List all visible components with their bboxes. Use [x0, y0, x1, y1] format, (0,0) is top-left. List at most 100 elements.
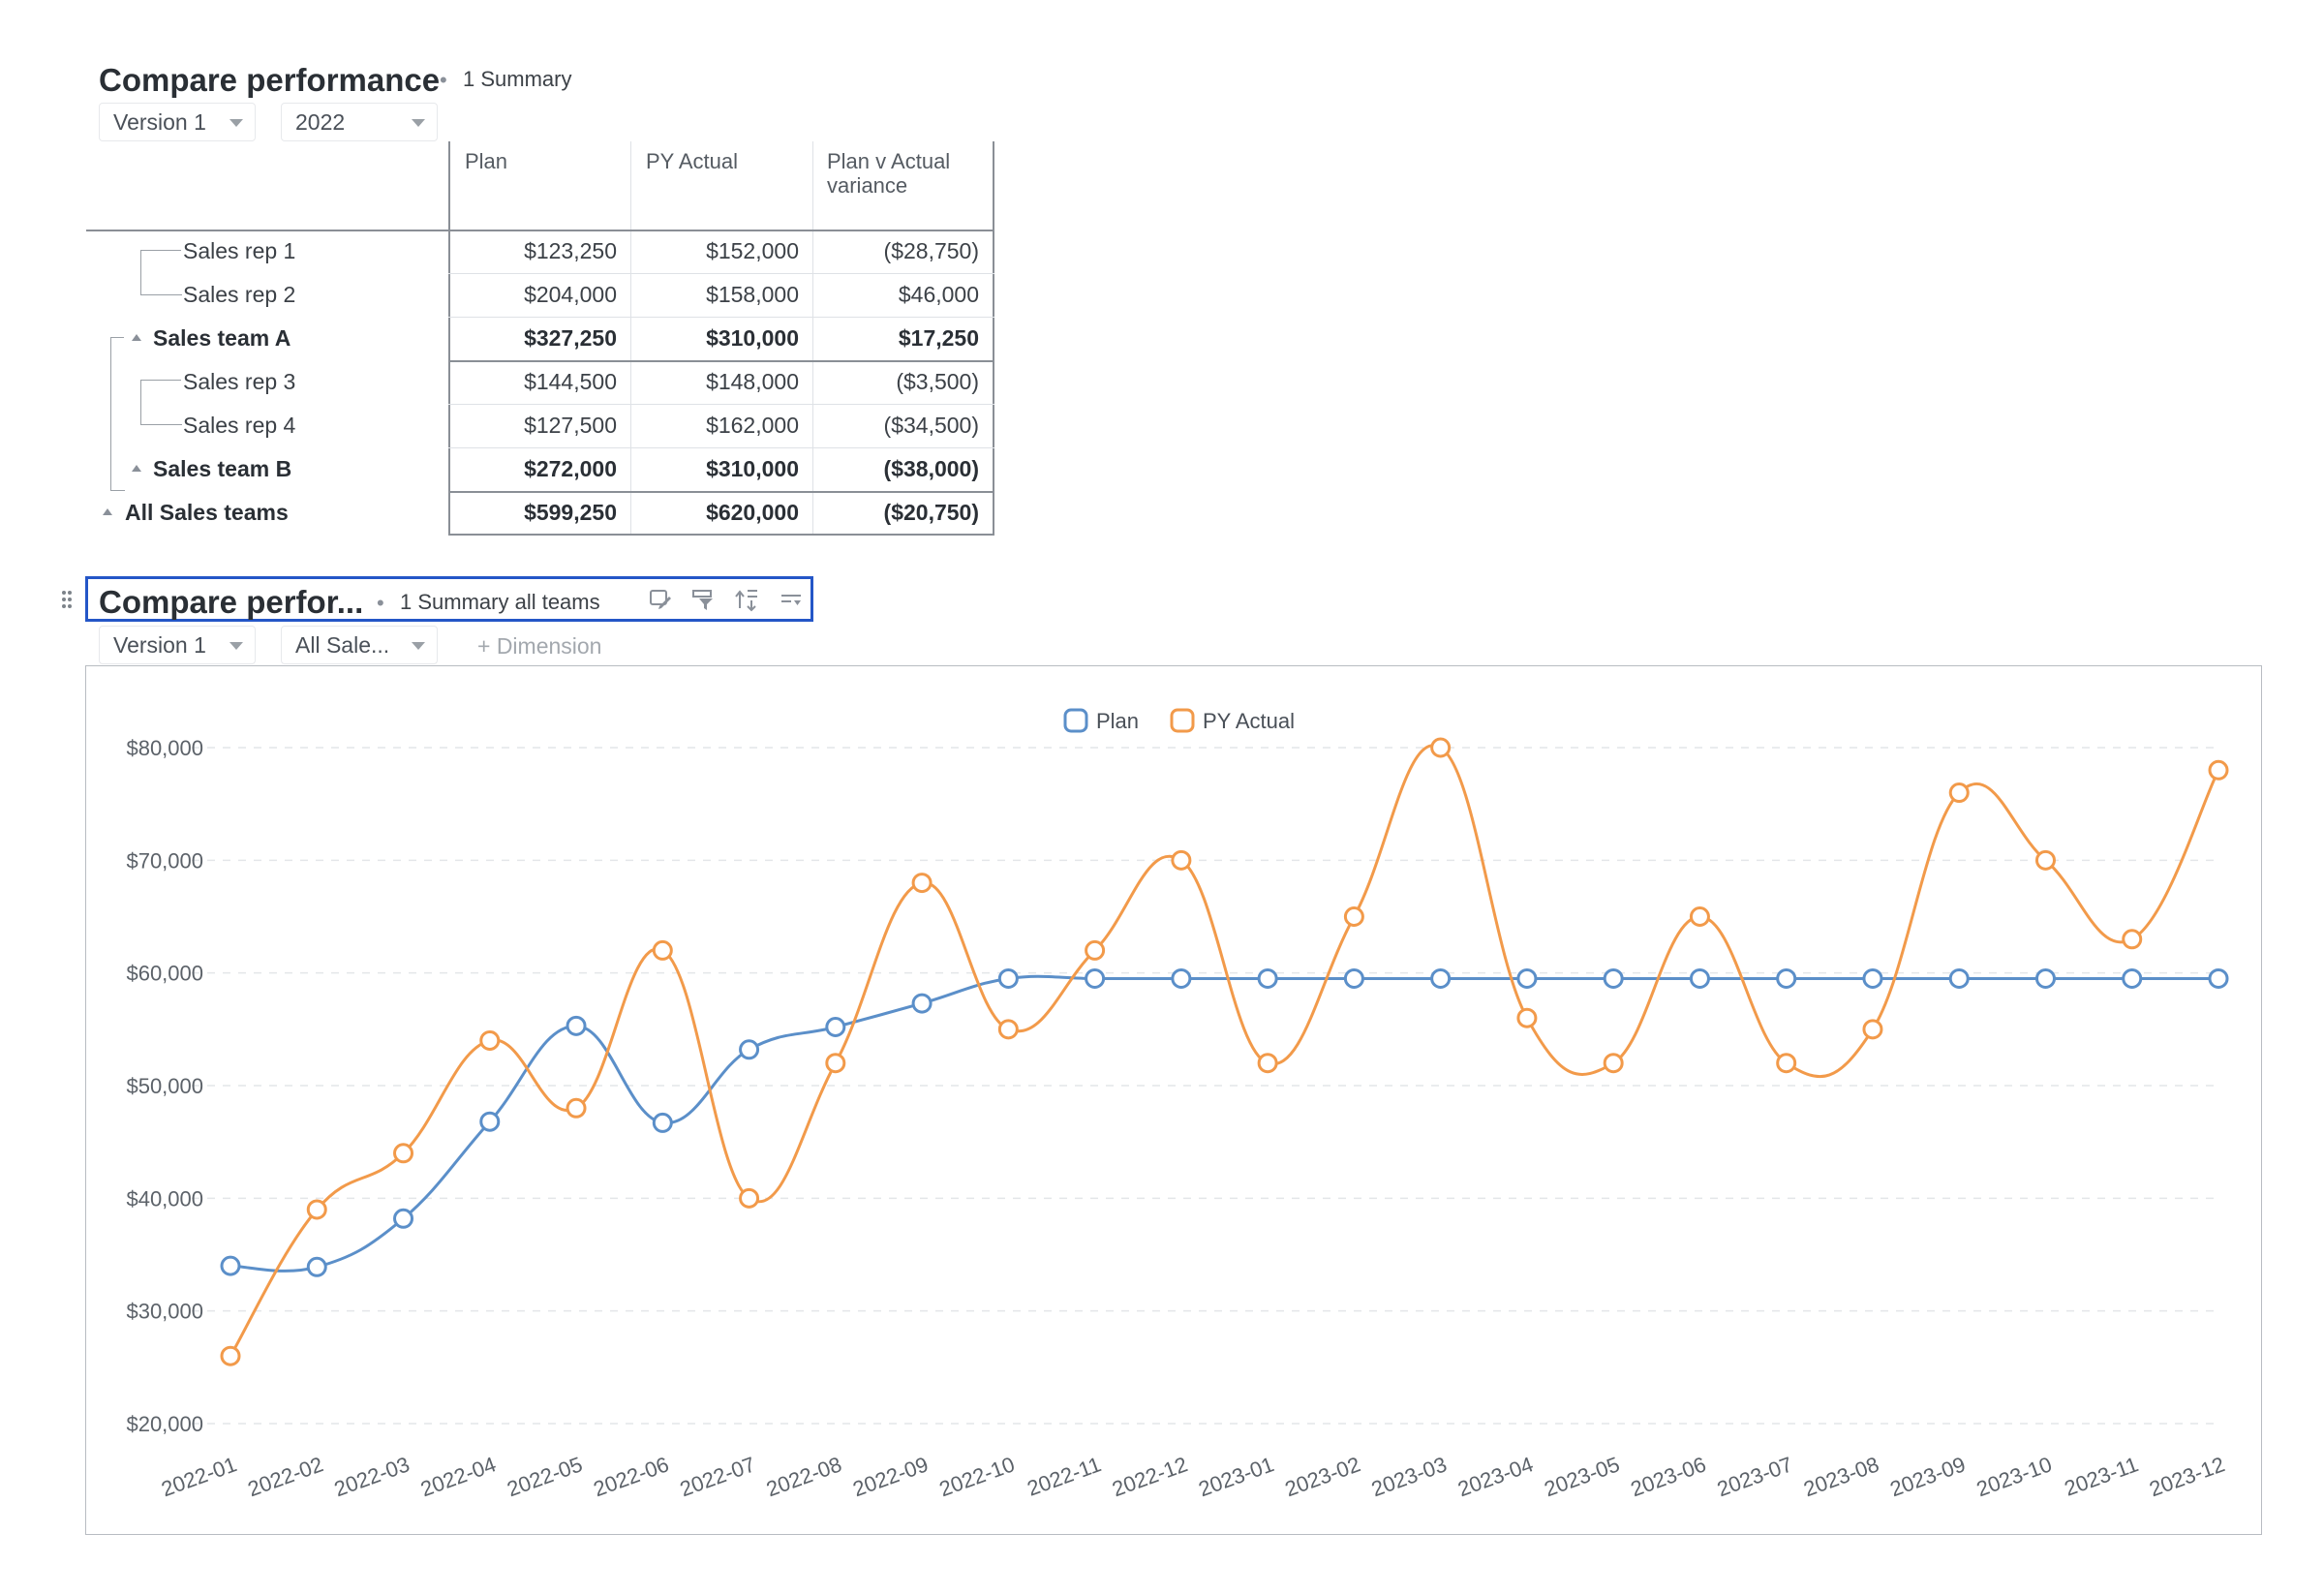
- collapse-triangle-icon[interactable]: [132, 465, 141, 472]
- selected-block-frame[interactable]: [85, 576, 813, 622]
- table-cell[interactable]: $327,250: [524, 325, 617, 351]
- column-header-plan[interactable]: Plan: [465, 149, 508, 173]
- x-tick-label: 2023-03: [1368, 1452, 1450, 1501]
- chart-panel: $20,000 $30,000 $40,000 $50,000 $60,000 $70,0…: [85, 665, 2262, 1535]
- x-tick-label: 2022-07: [677, 1452, 758, 1501]
- collapse-triangle-icon[interactable]: [103, 508, 112, 515]
- data-point: [393, 1208, 414, 1229]
- legend-swatch: [1063, 708, 1088, 733]
- x-tick-label: 2023-08: [1800, 1452, 1881, 1501]
- add-dimension-button[interactable]: + Dimension: [477, 633, 602, 659]
- x-tick-label: 2023-01: [1195, 1452, 1276, 1501]
- y-tick-label: $80,000: [126, 736, 203, 760]
- year-selector-value: 2022: [295, 109, 346, 135]
- team-selector[interactable]: All Sale...: [281, 626, 438, 664]
- table-cell[interactable]: $620,000: [706, 500, 799, 525]
- table-cell[interactable]: ($20,750): [883, 500, 979, 525]
- data-point: [739, 1039, 760, 1060]
- data-point: [652, 1112, 673, 1133]
- table-cell[interactable]: $272,000: [524, 456, 617, 481]
- tree-connector: [140, 250, 181, 251]
- legend-label: Plan: [1096, 709, 1139, 733]
- data-point: [1516, 1007, 1538, 1028]
- data-point: [479, 1029, 501, 1051]
- data-point: [1430, 737, 1452, 758]
- column-header-py-actual[interactable]: PY Actual: [646, 149, 738, 173]
- more-options-icon[interactable]: [779, 587, 804, 612]
- data-point: [1862, 967, 1883, 989]
- row-label-sales-rep-2[interactable]: Sales rep 2: [183, 282, 296, 307]
- x-tick-label: 2022-03: [331, 1452, 413, 1501]
- data-point: [566, 1097, 587, 1119]
- year-selector[interactable]: 2022: [281, 103, 438, 141]
- data-point: [2208, 967, 2229, 989]
- x-tick-label: 2023-05: [1541, 1452, 1622, 1501]
- series-line-0: [229, 974, 2218, 1273]
- table-divider: [448, 317, 994, 318]
- table-cell[interactable]: $17,250: [898, 325, 979, 351]
- table-cell[interactable]: ($34,500): [883, 413, 979, 438]
- table-cell[interactable]: $46,000: [898, 282, 979, 307]
- x-tick-label: 2023-02: [1282, 1452, 1363, 1501]
- team-selector-value: All Sale...: [295, 632, 390, 658]
- table-cell[interactable]: $599,250: [524, 500, 617, 525]
- data-point: [825, 1017, 846, 1038]
- table-cell[interactable]: $204,000: [524, 282, 617, 307]
- tree-connector: [140, 380, 181, 381]
- x-tick-label: 2023-11: [2062, 1452, 2142, 1501]
- collapse-triangle-icon[interactable]: [132, 334, 141, 341]
- table-cell[interactable]: $152,000: [706, 238, 799, 263]
- version-selector[interactable]: Version 1: [99, 103, 256, 141]
- data-point: [1257, 1053, 1278, 1074]
- block2-title[interactable]: Compare perfor...: [99, 584, 364, 620]
- chevron-down-icon: [229, 642, 243, 650]
- row-label-sales-rep-4[interactable]: Sales rep 4: [183, 413, 296, 438]
- table-cell[interactable]: ($38,000): [883, 456, 979, 481]
- block2-subtitle[interactable]: 1 Summary all teams: [400, 590, 600, 614]
- legend-swatch: [1170, 708, 1195, 733]
- data-point: [1171, 849, 1192, 871]
- data-point: [911, 873, 933, 894]
- data-point: [1085, 967, 1106, 989]
- block1-subtitle[interactable]: 1 Summary: [463, 67, 572, 91]
- row-label-sales-rep-1[interactable]: Sales rep 1: [183, 238, 296, 263]
- y-tick-label: $60,000: [126, 962, 203, 986]
- version-selector-2[interactable]: Version 1: [99, 626, 256, 664]
- table-cell[interactable]: $158,000: [706, 282, 799, 307]
- data-point: [220, 1345, 241, 1366]
- table-cell[interactable]: $162,000: [706, 413, 799, 438]
- table-cell[interactable]: $310,000: [706, 325, 799, 351]
- edit-view-icon[interactable]: [648, 587, 673, 612]
- data-point: [479, 1111, 501, 1132]
- table-cell[interactable]: $127,500: [524, 413, 617, 438]
- drag-handle-icon[interactable]: [60, 589, 74, 610]
- table-cell[interactable]: ($3,500): [896, 369, 979, 394]
- row-label-sales-team-a[interactable]: Sales team A: [153, 325, 291, 351]
- x-tick-label: 2023-10: [1973, 1452, 2055, 1501]
- title-separator: •: [377, 591, 384, 615]
- block1-title[interactable]: Compare performance: [99, 62, 441, 98]
- filter-icon[interactable]: [690, 587, 716, 612]
- chevron-down-icon: [412, 119, 425, 127]
- data-point: [739, 1187, 760, 1209]
- table-cell[interactable]: ($28,750): [883, 238, 979, 263]
- table-divider: [448, 447, 994, 448]
- data-point: [1343, 967, 1364, 989]
- version-selector-2-value: Version 1: [113, 632, 206, 658]
- row-label-sales-rep-3[interactable]: Sales rep 3: [183, 369, 296, 394]
- column-header-variance[interactable]: Plan v Actual variance: [827, 149, 951, 198]
- data-point: [1430, 967, 1452, 989]
- x-tick-label: 2022-04: [417, 1452, 499, 1501]
- data-point: [306, 1199, 327, 1220]
- row-label-sales-team-b[interactable]: Sales team B: [153, 456, 292, 481]
- table-cell[interactable]: $144,500: [524, 369, 617, 394]
- row-label-all-sales-teams[interactable]: All Sales teams: [125, 500, 289, 525]
- table-cell[interactable]: $148,000: [706, 369, 799, 394]
- data-point: [652, 939, 673, 961]
- pivot-icon[interactable]: [734, 587, 759, 612]
- table-cell[interactable]: $123,250: [524, 238, 617, 263]
- table-cell[interactable]: $310,000: [706, 456, 799, 481]
- data-point: [911, 993, 933, 1014]
- table-divider: [448, 141, 450, 535]
- data-point: [1689, 967, 1710, 989]
